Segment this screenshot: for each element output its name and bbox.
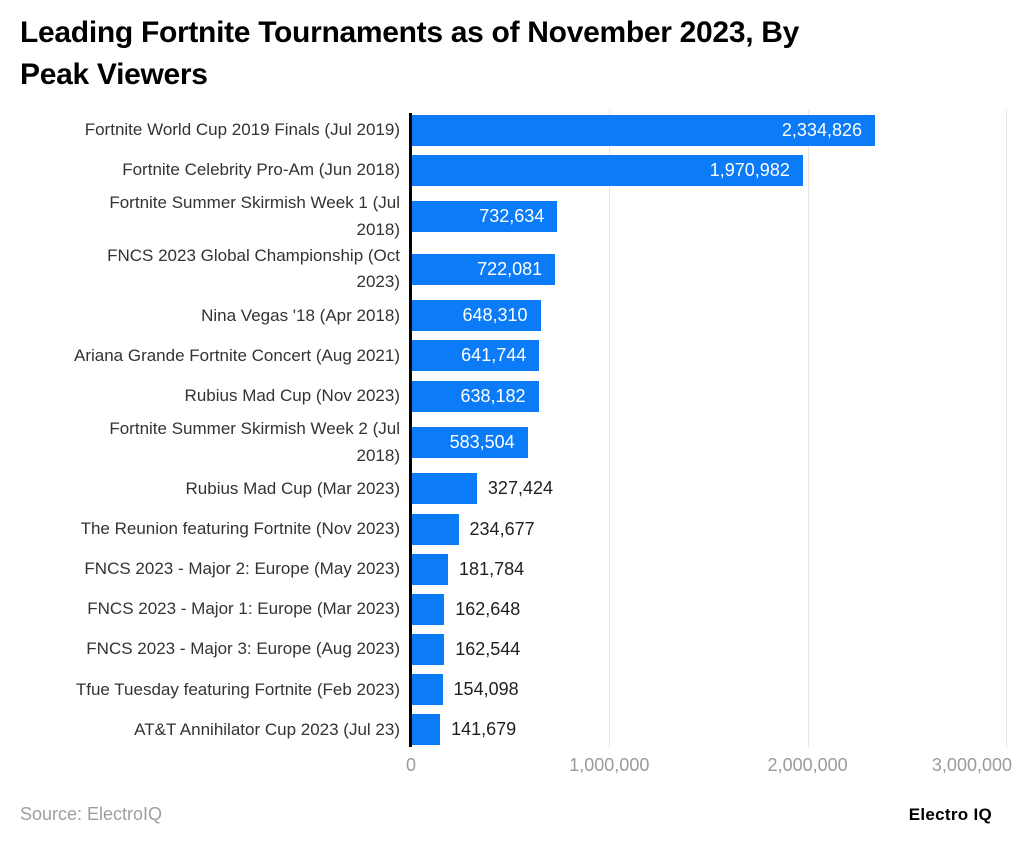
bar-track: 141,679 [412, 714, 1024, 746]
value-label: 641,744 [461, 345, 527, 366]
value-label: 648,310 [462, 305, 528, 326]
bar-row: Rubius Mad Cup (Mar 2023) 327,424 [0, 469, 1024, 509]
bar-track: 234,677 [412, 513, 1024, 545]
bar-row: Nina Vegas '18 (Apr 2018) 648,310 [0, 296, 1024, 336]
category-label: Fortnite Celebrity Pro-Am (Jun 2018) [122, 160, 400, 180]
y-axis-line [409, 113, 412, 747]
bar [412, 473, 477, 505]
bar-track: 162,544 [412, 634, 1024, 666]
bar-row: Tfue Tuesday featuring Fortnite (Feb 202… [0, 670, 1024, 710]
category-label: Rubius Mad Cup (Nov 2023) [184, 385, 400, 405]
bar-track: 638,182 [412, 380, 1024, 412]
bar [412, 340, 540, 372]
bar [412, 553, 449, 585]
bar-row: Fortnite Summer Skirmish Week 2 (Jul 201… [0, 416, 1024, 469]
bar [412, 380, 539, 412]
bar-track: 648,310 [412, 300, 1024, 332]
value-label: 162,648 [455, 598, 521, 619]
category-label: FNCS 2023 - Major 3: Europe (Aug 2023) [86, 639, 400, 659]
bar-track: 722,081 [412, 253, 1024, 285]
gridline [1005, 110, 1007, 748]
x-axis-tick-label: 2,000,000 [767, 755, 848, 775]
bar [412, 634, 445, 666]
bar [412, 513, 459, 545]
value-label: 154,098 [453, 679, 519, 700]
bar-track: 732,634 [412, 201, 1024, 233]
bar-row: Fortnite Celebrity Pro-Am (Jun 2018) 1,9… [0, 150, 1024, 190]
source-note: Source: ElectroIQ [20, 804, 163, 824]
bar-track: 162,648 [412, 593, 1024, 625]
category-label: Nina Vegas '18 (Apr 2018) [201, 305, 400, 325]
bar-row: The Reunion featuring Fortnite (Nov 2023… [0, 509, 1024, 549]
chart-title: Leading Fortnite Tournaments as of Novem… [20, 16, 800, 91]
category-label: The Reunion featuring Fortnite (Nov 2023… [80, 518, 400, 538]
bar-track: 1,970,982 [412, 154, 1024, 186]
category-label: Ariana Grande Fortnite Concert (Aug 2021… [73, 345, 400, 365]
category-label: FNCS 2023 - Major 1: Europe (Mar 2023) [87, 599, 400, 619]
bar-rows: Fortnite World Cup 2019 Finals (Jul 2019… [0, 110, 1024, 750]
value-label: 181,784 [459, 558, 525, 579]
bar [412, 674, 443, 706]
category-label: Fortnite World Cup 2019 Finals (Jul 2019… [84, 119, 400, 139]
value-label: 162,544 [455, 639, 521, 660]
value-label: 722,081 [477, 258, 543, 279]
gridline [807, 110, 809, 748]
category-label: Rubius Mad Cup (Mar 2023) [185, 478, 400, 498]
bar [412, 714, 441, 746]
value-label: 234,677 [469, 518, 535, 539]
value-label: 638,182 [460, 385, 526, 406]
bar-row: FNCS 2023 - Major 3: Europe (Aug 2023) 1… [0, 629, 1024, 669]
gridline [609, 110, 611, 748]
bar-row: FNCS 2023 - Major 2: Europe (May 2023) 1… [0, 549, 1024, 589]
bar-track: 583,504 [412, 427, 1024, 458]
bar-row: Fortnite Summer Skirmish Week 1 (Jul 201… [0, 190, 1024, 243]
category-label: Tfue Tuesday featuring Fortnite (Feb 202… [75, 679, 400, 699]
bar-row: Rubius Mad Cup (Nov 2023) 638,182 [0, 376, 1024, 416]
bar [412, 201, 558, 233]
bar-track: 641,744 [412, 340, 1024, 372]
value-label: 1,970,982 [709, 159, 790, 180]
category-label: AT&T Annihilator Cup 2023 (Jul 23) [134, 719, 400, 739]
category-label: Fortnite Summer Skirmish Week 2 (Jul 201… [109, 419, 400, 465]
value-label: 2,334,826 [781, 119, 862, 140]
value-label: 583,504 [449, 432, 515, 452]
bar [412, 593, 445, 625]
bar-row: Ariana Grande Fortnite Concert (Aug 2021… [0, 336, 1024, 376]
plot-area: Fortnite World Cup 2019 Finals (Jul 2019… [0, 110, 1024, 750]
bar [412, 300, 541, 332]
x-axis-tick-label: 1,000,000 [569, 755, 650, 775]
x-axis-tick-label: 0 [405, 755, 417, 775]
bar-row: Fortnite World Cup 2019 Finals (Jul 2019… [0, 110, 1024, 150]
category-label: Fortnite Summer Skirmish Week 1 (Jul 201… [109, 193, 400, 239]
bar-row: FNCS 2023 - Major 1: Europe (Mar 2023) 1… [0, 589, 1024, 629]
bar-track: 181,784 [412, 553, 1024, 585]
bar-row: AT&T Annihilator Cup 2023 (Jul 23) 141,6… [0, 710, 1024, 750]
category-label: FNCS 2023 Global Championship (Oct 2023) [107, 246, 400, 292]
value-label: 732,634 [479, 206, 545, 227]
value-label: 141,679 [451, 719, 517, 740]
bar-row: FNCS 2023 Global Championship (Oct 2023)… [0, 243, 1024, 296]
x-axis-tick-labels: 0 1,000,000 2,000,000 3,000,000 [0, 755, 1024, 781]
bar [412, 253, 556, 285]
bar-track: 2,334,826 [412, 114, 1024, 146]
value-label: 327,424 [487, 478, 553, 499]
bar [412, 154, 803, 186]
category-label: FNCS 2023 - Major 2: Europe (May 2023) [84, 559, 400, 579]
bar-track: 327,424 [412, 473, 1024, 505]
bar-track: 154,098 [412, 674, 1024, 706]
x-axis-tick-label: 3,000,000 [931, 755, 1012, 775]
bar [412, 114, 875, 146]
bar [412, 427, 528, 458]
brand-logo: Electro IQ [908, 805, 992, 824]
